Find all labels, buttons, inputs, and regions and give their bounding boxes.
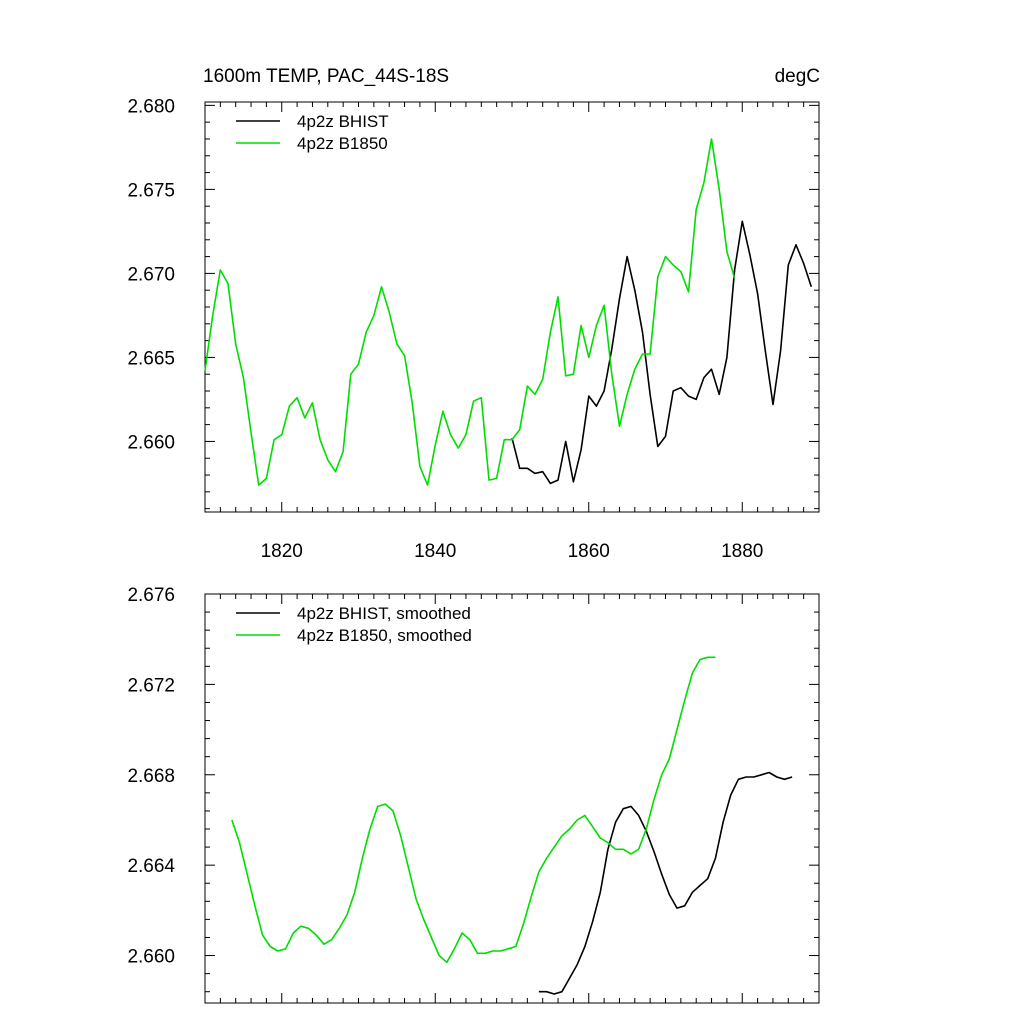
- x-tick-label: 1880: [721, 541, 763, 562]
- series-line-b1850: [204, 138, 736, 486]
- y-tick-label: 2.675: [127, 180, 175, 201]
- bottom-panel: 2.660 2.664 2.668 2.672 2.676 4p2z BHIST, smo…: [127, 585, 820, 1004]
- y-tick-label: 2.660: [127, 947, 175, 968]
- legend-label: 4p2z B1850, smoothed: [297, 626, 472, 645]
- y-tick-label: 2.664: [127, 856, 175, 877]
- y-tick-label: 2.680: [127, 96, 175, 117]
- legend-label: 4p2z BHIST, smoothed: [297, 604, 471, 623]
- legend-label: 4p2z B1850: [297, 134, 388, 153]
- x-tick-label: 1840: [414, 541, 456, 562]
- units-label: degC: [775, 66, 820, 87]
- plot-frame: [204, 101, 820, 513]
- y-tick-label: 2.668: [127, 766, 175, 787]
- chart-title: 1600m TEMP, PAC_44S-18S: [203, 66, 449, 87]
- y-tick-label: 2.676: [127, 585, 175, 606]
- x-tick-label: 1820: [261, 541, 303, 562]
- series-line-bhist: [538, 771, 793, 995]
- series-line-b1850: [231, 656, 716, 964]
- x-tick-label: 1860: [568, 541, 610, 562]
- y-tick-label: 2.670: [127, 264, 175, 285]
- series-line-bhist: [511, 220, 813, 485]
- plot-frame: [204, 593, 820, 1004]
- y-tick-label: 2.672: [127, 675, 175, 696]
- y-tick-label: 2.660: [127, 432, 175, 453]
- legend-label: 4p2z BHIST: [297, 112, 389, 131]
- y-tick-label: 2.665: [127, 348, 175, 369]
- top-panel: 1820 1840 1860 1880 2.660 2.665 2.670 2.675 2.68…: [127, 96, 820, 562]
